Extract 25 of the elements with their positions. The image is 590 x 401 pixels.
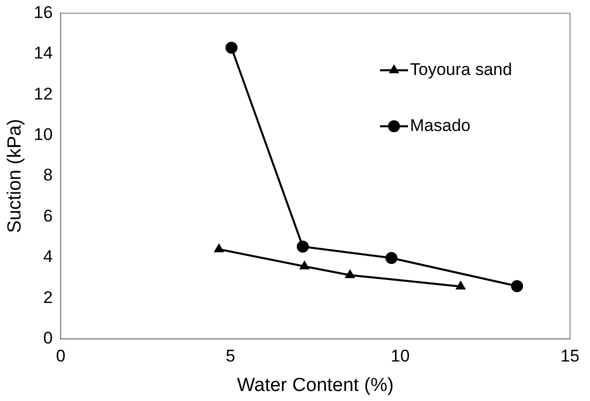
legend-label: Masado (410, 116, 470, 135)
y-tick-label: 8 (43, 166, 53, 185)
point (344, 269, 356, 278)
y-axis-title: Suction (kPa) (4, 118, 26, 234)
x-axis-title: Water Content (%) (237, 374, 394, 396)
point (296, 240, 309, 253)
y-tick-label: 0 (43, 328, 53, 348)
x-tick-label: 15 (560, 346, 580, 366)
y-tick-label: 14 (34, 44, 53, 63)
point (385, 252, 398, 264)
y-tick-label: 6 (43, 206, 53, 226)
point (225, 42, 238, 54)
x-tick-label: 5 (226, 346, 236, 366)
point (511, 280, 524, 292)
point (214, 243, 224, 252)
point (455, 280, 466, 290)
point (299, 260, 310, 270)
y-tick-label: 4 (43, 247, 53, 266)
y-tick-label: 16 (34, 2, 53, 22)
y-tick-label: 12 (34, 84, 53, 104)
x-tick-label: 0 (56, 346, 66, 366)
legend-label: Toyoura sand (410, 60, 512, 79)
x-tick-label: 10 (390, 346, 410, 366)
y-tick-label: 2 (43, 288, 53, 307)
y-tick-label: 10 (34, 124, 53, 144)
